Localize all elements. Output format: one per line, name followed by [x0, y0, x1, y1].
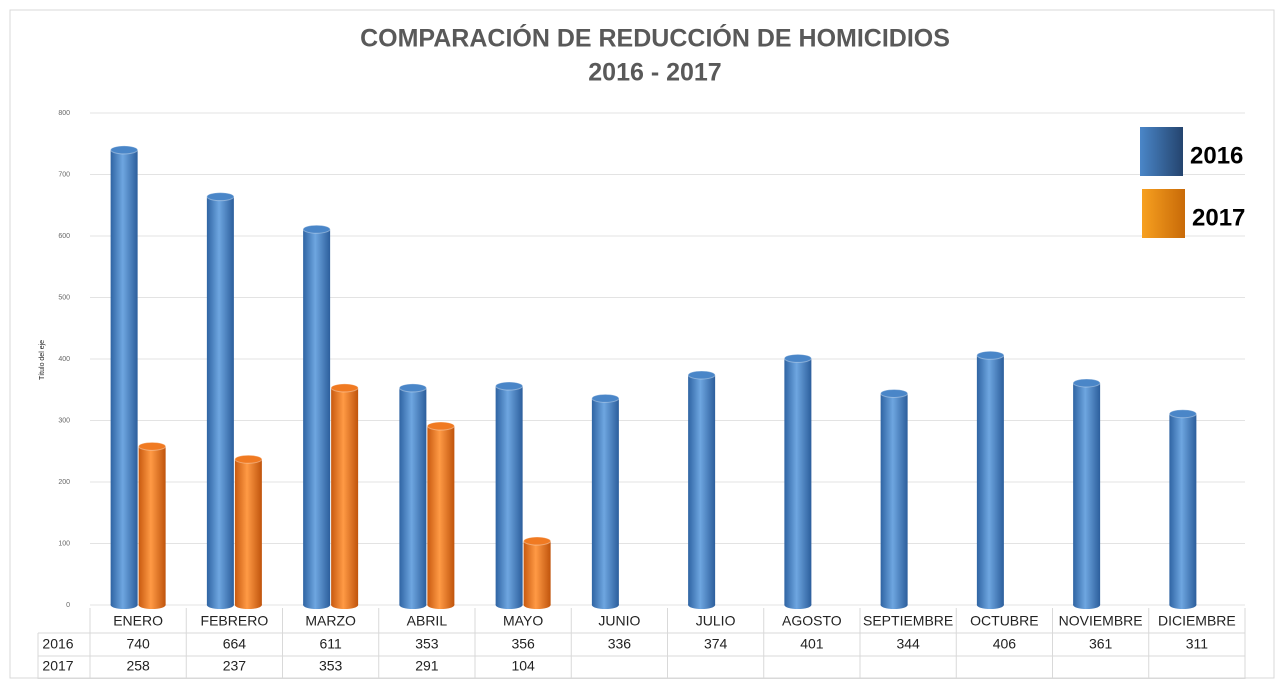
- table-row-label: 2016: [42, 636, 73, 652]
- y-tick-label: 500: [58, 294, 70, 301]
- bar-top: [687, 370, 716, 380]
- bar: [110, 149, 138, 605]
- y-axis-title: Título del eje: [39, 340, 46, 380]
- bar: [976, 355, 1004, 605]
- legend-swatch: [1140, 127, 1183, 176]
- bar: [303, 229, 331, 606]
- bar-base: [1073, 601, 1101, 609]
- table-value: 406: [993, 636, 1017, 652]
- y-tick-label: 100: [58, 540, 70, 547]
- table-value: 336: [608, 636, 632, 652]
- table-value: 258: [126, 658, 150, 674]
- table-value: 104: [511, 658, 535, 674]
- legend-swatch: [1142, 189, 1185, 238]
- bar: [234, 459, 262, 605]
- chart-title: COMPARACIÓN DE REDUCCIÓN DE HOMICIDIOS: [360, 23, 950, 53]
- bar-top: [398, 383, 427, 393]
- bar-base: [880, 601, 908, 609]
- bar: [399, 387, 427, 605]
- bar-base: [688, 601, 716, 609]
- y-tick-label: 400: [58, 356, 70, 363]
- x-tick-label: MARZO: [305, 613, 356, 629]
- bar-top: [330, 383, 359, 393]
- bar-base: [303, 601, 331, 609]
- bar: [206, 196, 234, 605]
- x-tick-label: JUNIO: [598, 613, 640, 629]
- bar-top: [976, 350, 1005, 360]
- table-value: 356: [511, 636, 535, 652]
- bar-base: [206, 601, 234, 609]
- bar-base: [784, 601, 812, 609]
- table-value: 344: [896, 636, 920, 652]
- table-row-label: 2017: [42, 658, 73, 674]
- bar: [427, 426, 455, 605]
- x-tick-label: SEPTIEMBRE: [863, 613, 953, 629]
- bar-base: [495, 601, 523, 609]
- bar: [331, 387, 359, 605]
- table-value: 401: [800, 636, 824, 652]
- bar-base: [331, 601, 359, 609]
- bar: [688, 374, 716, 605]
- bar-top: [783, 353, 812, 363]
- bar-base: [234, 601, 262, 609]
- x-tick-label: ABRIL: [407, 613, 448, 629]
- x-tick-label: ENERO: [113, 613, 163, 629]
- y-tick-label: 200: [58, 479, 70, 486]
- y-tick-label: 600: [58, 233, 70, 240]
- bar-base: [976, 601, 1004, 609]
- bar-top: [206, 192, 235, 202]
- legend-label: 2016: [1190, 142, 1243, 169]
- x-tick-label: JULIO: [696, 613, 736, 629]
- table-value: 311: [1186, 636, 1209, 652]
- x-tick-label: AGOSTO: [782, 613, 842, 629]
- bar: [591, 398, 619, 605]
- bar: [138, 446, 166, 605]
- bar-top: [523, 536, 552, 546]
- bar-top: [495, 381, 524, 391]
- table-value: 374: [704, 636, 728, 652]
- legend-label: 2017: [1192, 204, 1245, 231]
- x-tick-label: OCTUBRE: [970, 613, 1038, 629]
- table-value: 353: [415, 636, 439, 652]
- bar-base: [110, 601, 138, 609]
- table-value: 740: [126, 636, 150, 652]
- bar-top: [302, 224, 331, 234]
- x-tick-label: MAYO: [503, 613, 543, 629]
- bar-top: [234, 454, 263, 464]
- y-tick-label: 800: [58, 110, 70, 117]
- bar-top: [1168, 409, 1197, 419]
- x-tick-label: FEBRERO: [201, 613, 269, 629]
- table-value: 611: [319, 636, 342, 652]
- table-value: 237: [223, 658, 247, 674]
- bar-top: [426, 421, 455, 431]
- y-tick-label: 300: [58, 417, 70, 424]
- x-tick-label: NOVIEMBRE: [1059, 613, 1143, 629]
- x-tick-label: DICIEMBRE: [1158, 613, 1236, 629]
- bar-base: [1169, 601, 1197, 609]
- bar-base: [591, 601, 619, 609]
- table-value: 353: [319, 658, 343, 674]
- table-value: 291: [415, 658, 439, 674]
- y-tick-label: 0: [66, 602, 70, 609]
- bar-top: [1072, 378, 1101, 388]
- bar-top: [138, 441, 167, 451]
- bar-top: [880, 388, 909, 398]
- table-value: 361: [1089, 636, 1113, 652]
- bar-top: [591, 393, 620, 403]
- bar: [523, 541, 551, 605]
- bar-top: [110, 145, 139, 155]
- y-tick-label: 700: [58, 171, 70, 178]
- table-value: 664: [223, 636, 247, 652]
- bar: [784, 358, 812, 605]
- bar: [1073, 382, 1101, 605]
- bar: [880, 393, 908, 605]
- bar-base: [427, 601, 455, 609]
- bar: [1169, 413, 1197, 605]
- chart-subtitle: 2016 - 2017: [588, 59, 721, 87]
- bar-base: [399, 601, 427, 609]
- bar: [495, 386, 523, 605]
- bar-base: [523, 601, 551, 609]
- bar-base: [138, 601, 166, 609]
